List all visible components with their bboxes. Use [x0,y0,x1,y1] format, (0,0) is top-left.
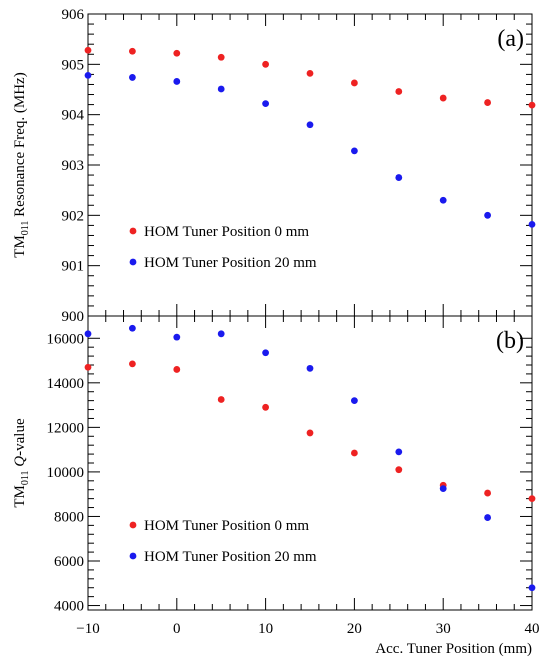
data-point [173,78,181,85]
legend-label: HOM Tuner Position 20 mm [144,549,317,565]
legend-marker [129,521,137,529]
y-axis-title-italic: Q [12,456,28,467]
data-point [84,46,92,54]
data-point [306,69,314,77]
y-tick-label: 905 [62,57,85,73]
legend-marker [129,258,137,266]
data-point [262,60,269,68]
data-point [395,448,403,456]
x-tick-label: −10 [76,621,99,637]
data-point [439,485,447,493]
data-point [528,220,536,228]
panel-label: (a) [497,26,524,52]
y-tick-label: 12000 [47,420,85,436]
legend-marker [129,552,137,560]
y-tick-label: 902 [62,208,85,224]
y-tick-label: 906 [62,7,85,23]
legend-label: HOM Tuner Position 0 mm [144,518,309,534]
data-point [484,489,491,497]
y-axis-title-main: TM [12,485,28,508]
y-tick-label: 900 [62,309,85,325]
data-point [484,99,491,106]
data-point [351,79,358,87]
y-tick-label: 904 [62,108,85,124]
data-point [351,449,358,457]
data-point [217,330,225,338]
y-axis-title-sub: 011 [20,221,31,236]
data-point [262,403,269,411]
x-axis-title: Acc. Tuner Position (mm) [375,641,532,657]
plot-frame [87,315,533,611]
data-point [439,196,447,204]
x-tick-label: 0 [173,621,181,637]
data-point [395,466,403,474]
legend-label: HOM Tuner Position 0 mm [144,224,309,240]
data-point [173,366,181,373]
y-tick-label: 6000 [54,554,84,570]
data-point [351,397,358,405]
data-point [528,584,536,592]
data-point [395,174,403,181]
data-point [306,121,314,129]
data-point [129,47,136,55]
panel-b: 4000 6000 8000 10000 12000 14000 16000 TM011 Q-… [12,315,536,615]
data-point [306,364,314,372]
data-point [217,396,225,403]
data-point [528,101,536,109]
y-tick-label: 903 [62,158,85,174]
y-tick-label: 8000 [54,509,84,525]
y-axis-title-sub: 011 [20,470,31,485]
data-point [439,94,447,102]
y-tick-label: 14000 [47,376,85,392]
data-point [395,88,403,95]
data-point [129,324,136,332]
y-tick-label: 10000 [47,465,85,481]
data-point [262,349,269,357]
y-axis-title-rest: -value [12,418,28,456]
data-point [484,514,491,521]
y-tick-label: 901 [62,259,85,275]
data-point [129,360,136,368]
data-point [84,72,92,79]
panel-a: 900 901 902 903 904 905 906 TM011 Resonance Fre… [12,7,536,325]
data-point [528,495,536,503]
data-point [129,74,136,81]
x-tick-label: 20 [347,621,362,637]
y-axis-title: TM011 Resonance Freq. (MHz) [12,72,31,257]
legend-label: HOM Tuner Position 20 mm [144,255,317,271]
data-point [84,330,92,338]
data-point [351,147,358,155]
y-axis-title-main: TM [12,235,28,258]
x-tick-label: 30 [436,621,451,637]
y-tick-label: 16000 [47,331,85,347]
data-point [484,211,491,219]
data-point [217,85,225,93]
data-point [217,53,225,61]
data-point [306,429,314,437]
x-tick-label: 40 [525,621,540,637]
x-tick-label: 10 [258,621,273,637]
legend-marker [129,227,137,235]
data-point [84,363,92,371]
data-point [173,333,181,341]
y-axis-title-rest: Resonance Freq. (MHz) [12,72,28,217]
panel-label: (b) [496,328,524,354]
y-tick-label: 4000 [54,599,84,615]
data-point [173,49,181,57]
data-point [262,100,269,107]
y-axis-title: TM011 Q-value [12,418,31,508]
